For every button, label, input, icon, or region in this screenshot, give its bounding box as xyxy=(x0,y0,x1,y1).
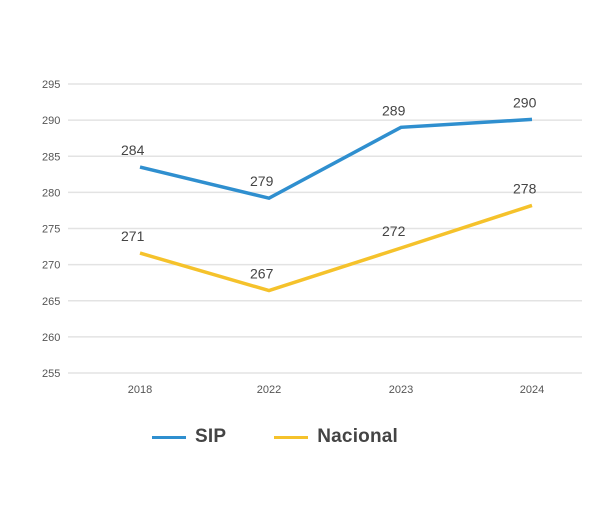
y-axis-tick-labels: 255 260 265 270 275 280 285 290 295 xyxy=(42,79,60,380)
gridlines xyxy=(68,83,582,374)
x-tick-label: 2018 xyxy=(128,384,152,396)
legend-swatch-nacional xyxy=(274,435,309,439)
x-tick-label: 2024 xyxy=(520,384,544,396)
legend-label-nacional: Nacional xyxy=(317,426,399,447)
y-tick-label: 275 xyxy=(42,224,60,236)
legend: SIP Nacional xyxy=(152,426,446,448)
y-tick-label: 265 xyxy=(42,296,60,308)
series-line-nacional xyxy=(139,203,533,293)
y-tick-label: 295 xyxy=(42,79,60,91)
data-label-nacional: 267 xyxy=(250,266,274,282)
legend-item-nacional[interactable]: Nacional xyxy=(274,426,398,448)
data-label-sip: 279 xyxy=(250,173,274,189)
y-tick-label: 255 xyxy=(42,368,60,380)
legend-label-sip: SIP xyxy=(195,426,227,447)
data-label-nacional: 271 xyxy=(121,228,145,244)
series-line-sip xyxy=(139,117,533,201)
data-label-sip: 284 xyxy=(121,142,145,158)
data-labels: 284 279 289 290 271 267 272 278 xyxy=(121,94,537,281)
y-tick-label: 260 xyxy=(42,332,60,344)
legend-item-sip[interactable]: SIP xyxy=(152,426,226,448)
legend-swatch-sip xyxy=(152,435,186,439)
x-tick-label: 2022 xyxy=(257,384,281,396)
y-tick-label: 280 xyxy=(42,187,60,199)
data-label-sip: 289 xyxy=(382,102,406,118)
data-label-nacional: 278 xyxy=(513,180,537,196)
y-tick-label: 290 xyxy=(42,115,60,127)
x-axis-tick-labels: 2018 2022 2023 2024 xyxy=(128,384,544,396)
x-tick-label: 2023 xyxy=(389,384,413,396)
data-label-nacional: 272 xyxy=(382,223,406,239)
y-tick-label: 270 xyxy=(42,260,60,272)
y-tick-label: 285 xyxy=(42,151,60,163)
data-label-sip: 290 xyxy=(513,94,537,110)
series-lines xyxy=(139,117,533,293)
